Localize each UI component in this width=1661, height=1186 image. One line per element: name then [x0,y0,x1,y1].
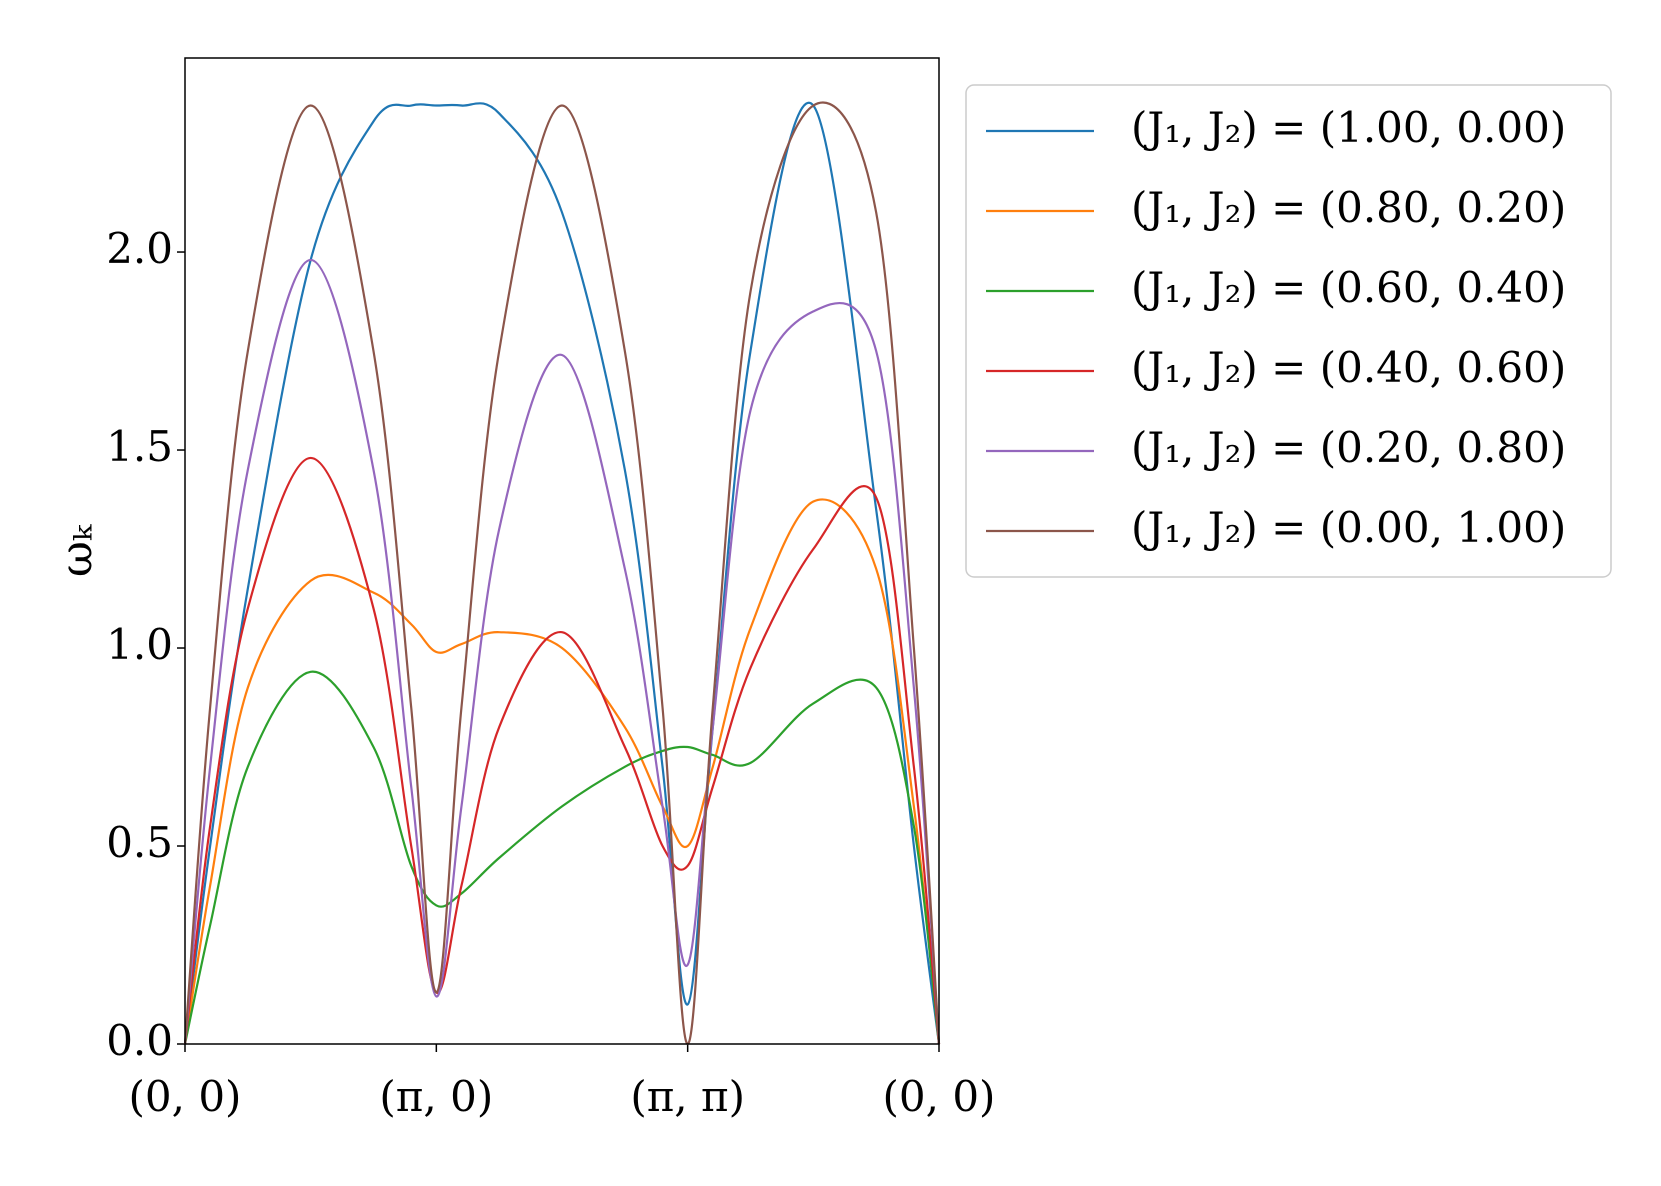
series-line [183,101,941,1046]
plot-frame [184,57,940,1045]
x-tick-label: (0, 0) [129,1072,242,1121]
y-tick-label: 0.0 [106,1016,173,1065]
series-line [183,498,941,1045]
legend-label: (J₁, J₂) = (0.00, 1.00) [1131,503,1566,552]
x-tick-label: (π, π) [630,1072,745,1121]
x-tick-label: (π, 0) [379,1072,493,1121]
y-axis-label: ωₖ [52,524,103,577]
x-tick-label: (0, 0) [883,1072,996,1121]
legend-label: (J₁, J₂) = (0.80, 0.20) [1131,183,1566,232]
legend-label: (J₁, J₂) = (0.60, 0.40) [1131,263,1566,312]
legend-label: (J₁, J₂) = (1.00, 0.00) [1131,103,1566,152]
y-tick-label: 2.0 [106,224,173,273]
legend-label: (J₁, J₂) = (0.20, 0.80) [1131,423,1566,472]
y-tick-label: 0.5 [106,818,173,867]
series-line [183,670,941,1045]
series-line [183,258,941,1045]
legend-box [965,84,1612,578]
series-line [183,101,941,1045]
legend-label: (J₁, J₂) = (0.40, 0.60) [1131,343,1566,392]
series-line [183,456,941,1045]
y-tick-label: 1.5 [106,422,173,471]
y-tick-label: 1.0 [106,620,173,669]
